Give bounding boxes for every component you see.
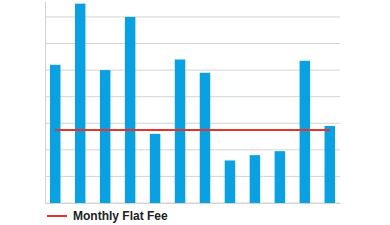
x-axis	[46, 203, 341, 205]
plot-area	[50, 4, 335, 203]
bar	[300, 61, 310, 203]
legend: Monthly Flat Fee	[47, 209, 168, 223]
bar	[75, 4, 85, 203]
grid-line	[45, 203, 340, 204]
bar	[50, 65, 60, 203]
chart: Monthly Flat Fee	[0, 0, 390, 225]
bar	[275, 151, 285, 203]
grid-line	[45, 16, 340, 17]
bar	[225, 160, 235, 203]
legend-swatch	[47, 215, 67, 217]
flat-fee-line	[55, 129, 330, 131]
grid-line	[45, 149, 340, 150]
legend-label: Monthly Flat Fee	[73, 209, 168, 223]
y-axis-line	[45, 2, 46, 204]
y-axis	[45, 2, 47, 204]
bar	[325, 126, 335, 203]
grid-line	[45, 70, 340, 71]
grid-line	[45, 43, 340, 44]
bar	[125, 17, 135, 203]
bar	[250, 155, 260, 203]
bar	[175, 59, 185, 203]
grid-line	[45, 96, 340, 97]
x-axis-line	[46, 203, 341, 204]
grid-line	[45, 176, 340, 177]
grid	[45, 17, 340, 203]
grid-line	[45, 123, 340, 124]
bar	[200, 73, 210, 203]
bar-series	[50, 4, 335, 203]
bar	[150, 134, 160, 203]
bar	[100, 70, 110, 203]
